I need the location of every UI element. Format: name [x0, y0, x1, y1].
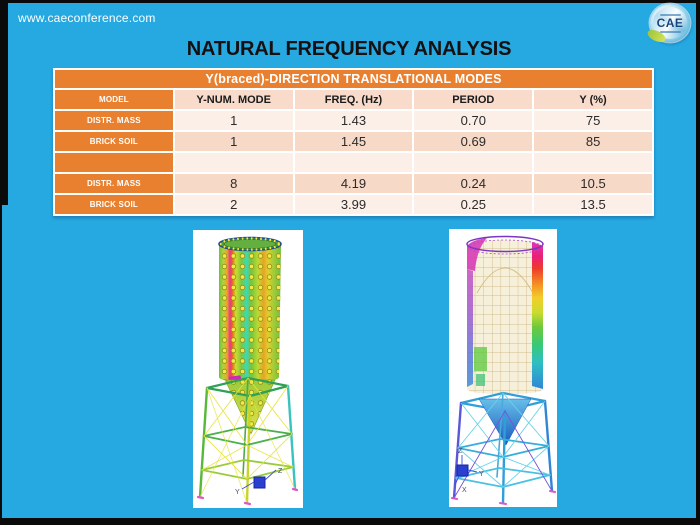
row-model-label: BRICK SOIL — [55, 132, 173, 151]
cae-logo-text: CAE — [656, 16, 684, 30]
row-period-value: 0.25 — [414, 195, 533, 214]
table-row: BRICK SOIL 1 1.45 0.69 85 — [55, 132, 652, 151]
row-ypct-value: 85 — [534, 132, 652, 151]
table-row: BRICK SOIL 2 3.99 0.25 13.5 — [55, 195, 652, 214]
row-period-value — [414, 153, 533, 172]
table-title: Y(braced)-DIRECTION TRANSLATIONAL MODES — [55, 70, 652, 88]
row-period-value: 0.70 — [414, 111, 533, 130]
axis-origin-box — [253, 476, 266, 489]
fea-figure-brick-soil: Z Y X — [449, 229, 557, 507]
cae-logo: CAE — [645, 4, 690, 45]
row-ypct-value: 13.5 — [534, 195, 652, 214]
frequency-table: Y(braced)-DIRECTION TRANSLATIONAL MODES … — [53, 68, 654, 216]
slide-title: NATURAL FREQUENCY ANALYSIS — [186, 38, 512, 60]
axis-label-z: Z — [458, 448, 463, 455]
table-header-row: MODEL Y-NUM. MODE FREQ. (Hz) PERIOD Y (%… — [55, 90, 652, 109]
table-row: DISTR. MASS 1 1.43 0.70 75 — [55, 111, 652, 130]
website-url: www.caeconference.com — [18, 11, 156, 25]
table-row: DISTR. MASS 8 4.19 0.24 10.5 — [55, 174, 652, 193]
column-header-ypct: Y (%) — [534, 90, 652, 109]
photo-border-corner — [0, 0, 8, 205]
row-period-value: 0.24 — [414, 174, 533, 193]
row-ypct-value — [534, 153, 652, 172]
row-model-label: BRICK SOIL — [55, 195, 173, 214]
row-mode-value: 1 — [174, 111, 293, 130]
axis-origin-box — [456, 464, 469, 477]
column-header-period: PERIOD — [414, 90, 533, 109]
row-model-label: DISTR. MASS — [55, 111, 173, 130]
row-mode-value: 1 — [174, 132, 293, 151]
row-ypct-value: 10.5 — [534, 174, 652, 193]
column-header-freq: FREQ. (Hz) — [294, 90, 413, 109]
row-mode-value — [174, 153, 293, 172]
row-ypct-value: 75 — [534, 111, 652, 130]
row-freq-value: 1.45 — [294, 132, 413, 151]
row-freq-value: 3.99 — [294, 195, 413, 214]
fea-figure-distr-mass: Z Y — [193, 230, 303, 508]
row-mode-value: 2 — [174, 195, 293, 214]
fea-silo-right-image: Z Y X — [451, 235, 556, 505]
axis-label-y: Y — [235, 489, 240, 496]
fea-silo-left-image: Z Y — [196, 236, 299, 506]
column-header-model: MODEL — [55, 90, 173, 109]
row-model-label — [55, 153, 173, 172]
table-title-row: Y(braced)-DIRECTION TRANSLATIONAL MODES — [55, 70, 652, 88]
row-freq-value: 4.19 — [294, 174, 413, 193]
table-row-empty — [55, 153, 652, 172]
cae-logo-topline — [659, 13, 681, 16]
axis-label-z: Z — [278, 468, 283, 475]
cae-logo-bottomline — [659, 30, 681, 33]
axis-label-x: X — [462, 487, 467, 494]
row-model-label: DISTR. MASS — [55, 174, 173, 193]
slide: www.caeconference.com CAE NATURAL FREQUE… — [2, 3, 696, 518]
row-period-value: 0.69 — [414, 132, 533, 151]
row-freq-value — [294, 153, 413, 172]
row-mode-value: 8 — [174, 174, 293, 193]
row-freq-value: 1.43 — [294, 111, 413, 130]
axis-label-y: Y — [479, 471, 484, 478]
column-header-mode: Y-NUM. MODE — [174, 90, 293, 109]
